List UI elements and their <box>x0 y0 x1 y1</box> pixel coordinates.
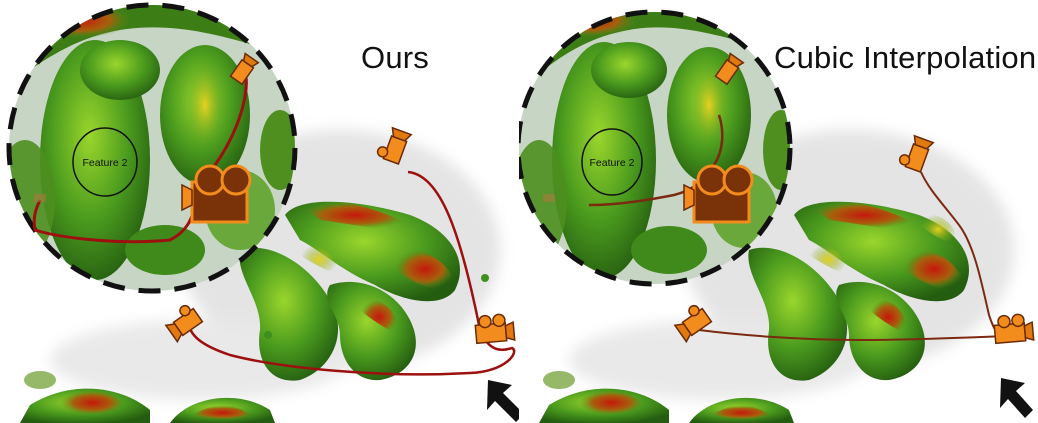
render-ours: Feature 2 <box>6 2 519 423</box>
camera-icon <box>673 304 713 344</box>
camera-icon <box>229 52 260 86</box>
panel-ours: Feature 2 Ours <box>6 2 519 423</box>
feature-label: Feature 2 <box>590 157 635 169</box>
camera-icon <box>714 52 745 86</box>
panel-caption-cubic: Cubic Interpolation <box>774 40 1037 75</box>
camera-path <box>186 170 516 376</box>
magnifier-circle: Feature 2 <box>519 9 793 287</box>
arrow-icon <box>487 380 519 422</box>
camera-icon <box>543 194 555 202</box>
camera-icon <box>164 304 204 344</box>
camera-icon <box>34 194 46 202</box>
feature-label: Feature 2 <box>83 157 128 169</box>
render-cubic: Feature 2 <box>519 9 1035 423</box>
arrow-icon <box>1000 378 1033 418</box>
camera-icon <box>376 126 413 165</box>
camera-path-zoom <box>32 71 248 244</box>
panel-caption-ours: Ours <box>361 40 429 75</box>
camera-icon <box>683 164 754 224</box>
camera-icon <box>181 164 252 224</box>
camera-icon <box>898 134 935 173</box>
volume-surface <box>20 201 489 423</box>
camera-icon <box>993 313 1035 345</box>
volume-surface <box>539 201 969 423</box>
panel-cubic: Feature 2 Cubic Interpolation <box>519 0 1038 423</box>
camera-icon <box>474 313 516 345</box>
